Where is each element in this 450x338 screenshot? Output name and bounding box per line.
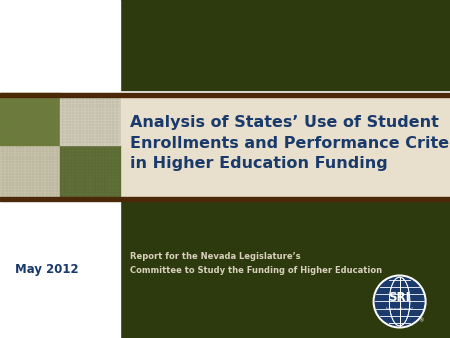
Bar bbox=[120, 200, 450, 338]
Text: Analysis of States’ Use of Student
Enrollments and Performance Criteria
in Highe: Analysis of States’ Use of Student Enrol… bbox=[130, 115, 450, 171]
Text: May 2012: May 2012 bbox=[15, 263, 79, 275]
Circle shape bbox=[373, 275, 426, 328]
Text: ®: ® bbox=[418, 318, 424, 323]
Bar bbox=[120, 93, 450, 197]
Text: SRI: SRI bbox=[389, 291, 410, 304]
Bar bbox=[0, 145, 60, 197]
Circle shape bbox=[375, 277, 424, 326]
Bar bbox=[60, 93, 120, 145]
Bar bbox=[0, 93, 450, 97]
Bar bbox=[120, 0, 450, 90]
Text: Report for the Nevada Legislature’s: Report for the Nevada Legislature’s bbox=[130, 252, 301, 261]
Text: Committee to Study the Funding of Higher Education: Committee to Study the Funding of Higher… bbox=[130, 266, 382, 275]
Bar bbox=[0, 0, 120, 338]
Bar bbox=[0, 93, 60, 145]
Bar bbox=[60, 145, 120, 197]
Text: International: International bbox=[386, 307, 414, 311]
Bar bbox=[0, 197, 450, 201]
